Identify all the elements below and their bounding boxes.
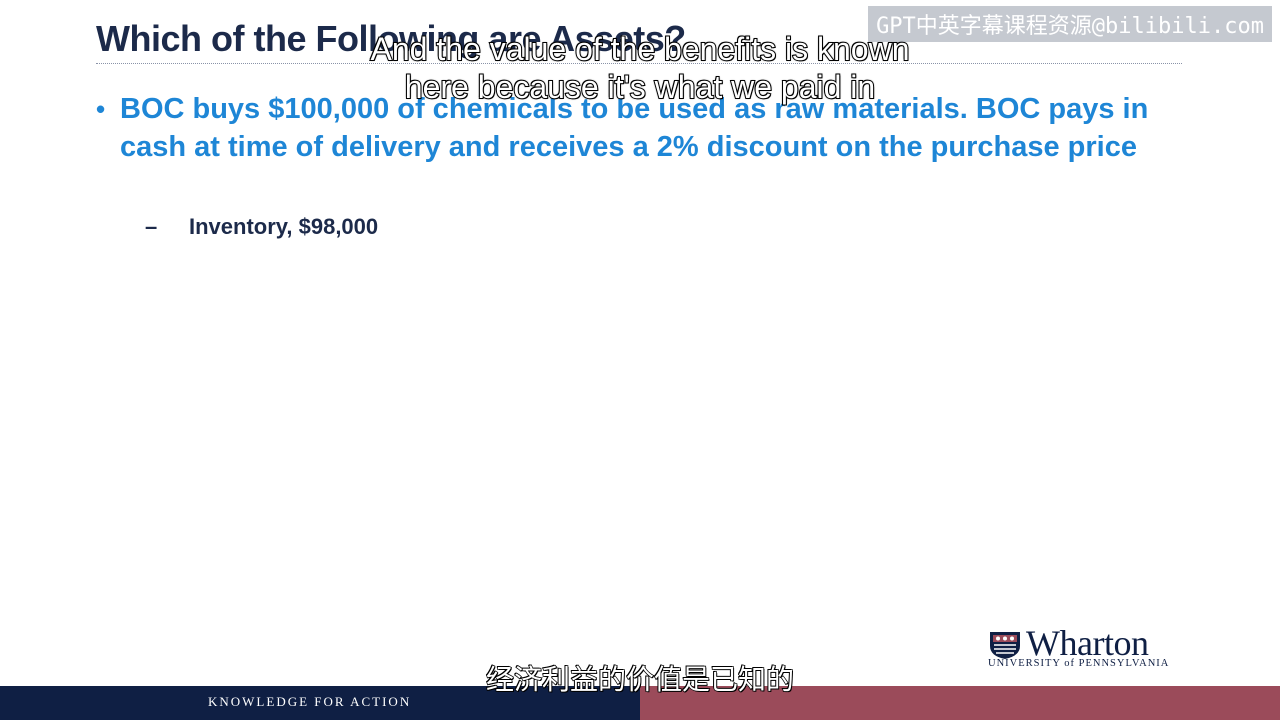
footer-tagline: KNOWLEDGE FOR ACTION [208, 694, 412, 709]
footer-bar-navy: KNOWLEDGE FOR ACTION [0, 686, 640, 720]
bullet-list: • BOC buys $100,000 of chemicals to be u… [96, 90, 1196, 166]
bullet-marker: • [96, 94, 106, 124]
logo-subtitle: UNIVERSITY of PENNSYLVANIA [988, 658, 1170, 669]
bullet-item: • BOC buys $100,000 of chemicals to be u… [96, 90, 1196, 166]
sub-bullet-text: Inventory, $98,000 [189, 214, 379, 239]
wharton-logo: Wharton UNIVERSITY of PENNSYLVANIA [988, 623, 1198, 676]
footer-bar-maroon [640, 686, 1280, 720]
title-divider [96, 63, 1182, 64]
english-subtitle-line-2: here because it's what we paid in [404, 68, 876, 106]
bullet-text: BOC buys $100,000 of chemicals to be use… [120, 93, 1149, 163]
slide-title: Which of the Following are Assets? [96, 18, 686, 59]
sub-bullet-dash: – [145, 214, 158, 239]
logo-wordmark: Wharton [1026, 623, 1149, 663]
university-shield-icon [990, 632, 1020, 659]
sub-bullet-item: – Inventory, $98,000 [145, 214, 378, 240]
channel-watermark: GPT中英字幕课程资源@bilibili.com [868, 6, 1272, 42]
chinese-subtitle: 经济利益的价值是已知的 [485, 662, 795, 697]
english-subtitle-line-1: And the value of the benefits is known [369, 30, 910, 68]
english-subtitle: And the value of the benefits is known h… [0, 30, 1280, 106]
